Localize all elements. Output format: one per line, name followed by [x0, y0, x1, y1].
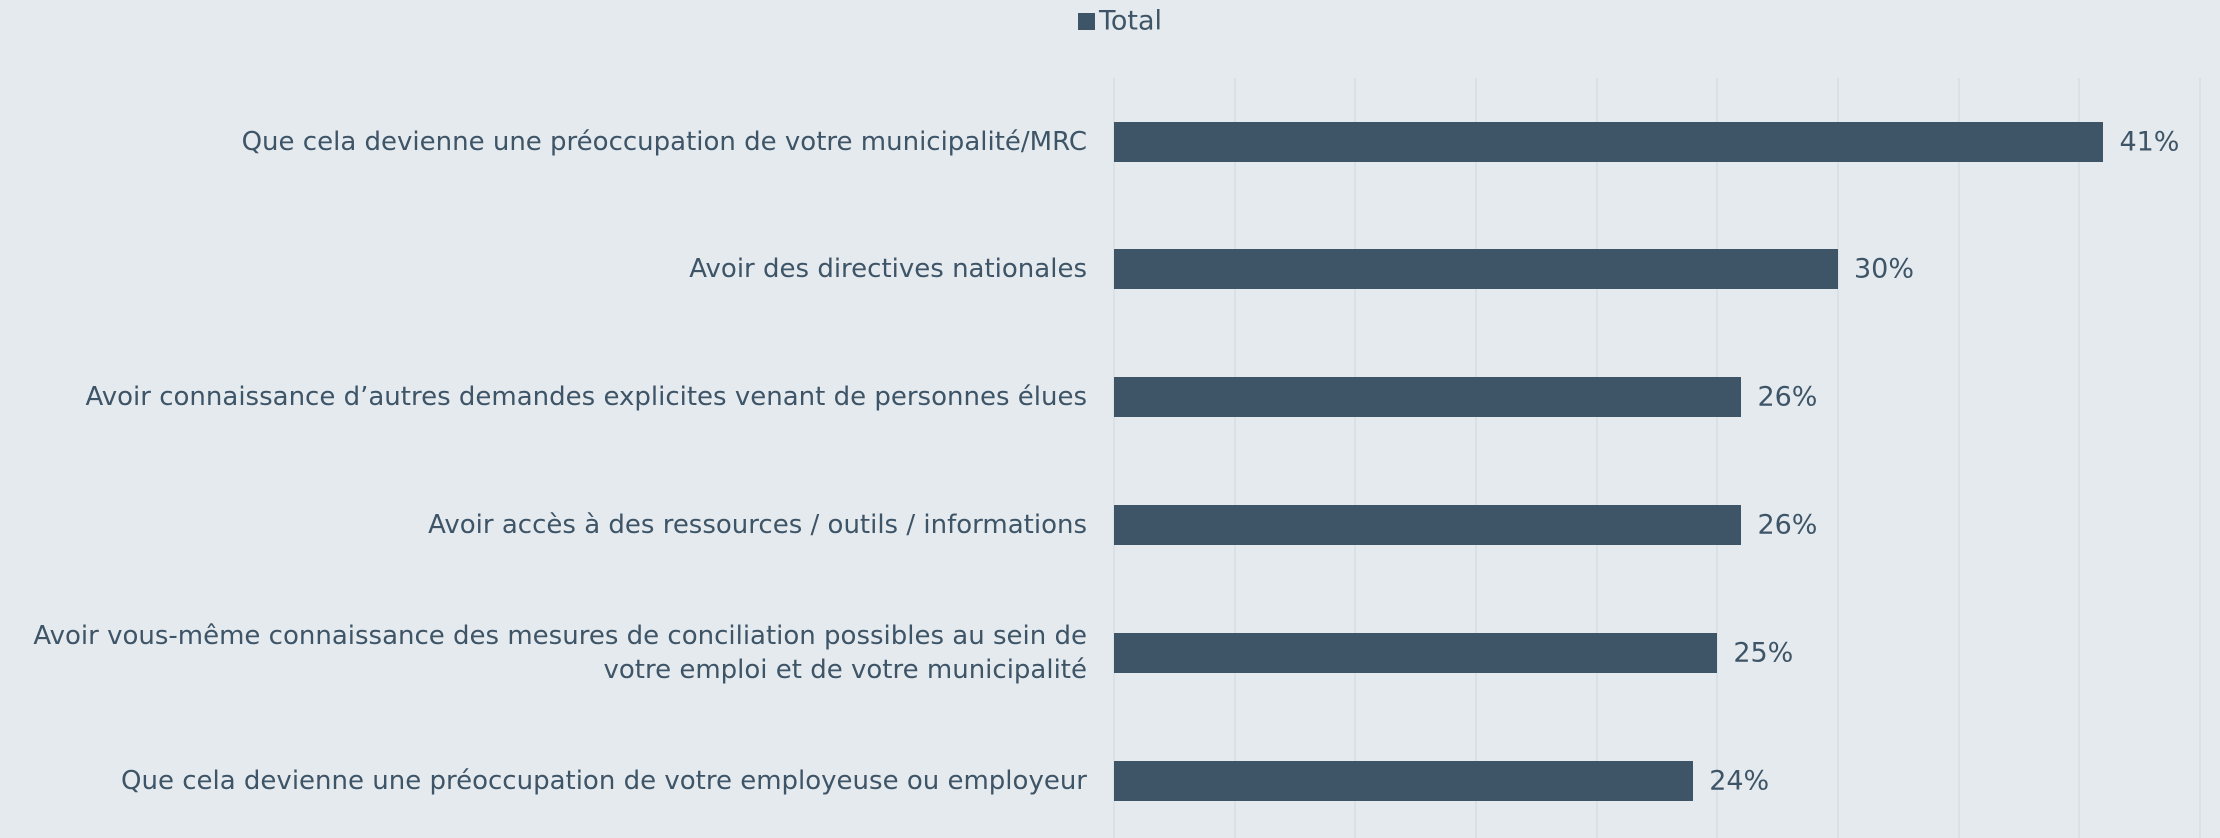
grid-line — [1957, 78, 1960, 838]
bar — [1114, 632, 1718, 673]
category-label: Avoir vous-même connaissance des mesures… — [33, 620, 1087, 685]
bar — [1114, 377, 1742, 418]
category-label: Que cela devienne une préoccupation de v… — [241, 126, 1087, 157]
grid-line — [1837, 78, 1839, 838]
bar — [1114, 760, 1694, 801]
grid-line — [1716, 78, 1719, 838]
grid-line — [1354, 78, 1357, 838]
category-label: Avoir accès à des ressources / outils / … — [428, 510, 1087, 540]
value-label: 26% — [1757, 509, 1818, 541]
value-label: 30% — [1854, 253, 1915, 285]
value-label: 24% — [1709, 765, 1770, 797]
grid-line — [2199, 78, 2201, 838]
grid-line — [1233, 78, 1236, 838]
bar — [1114, 249, 1838, 290]
category-label: Avoir des directives nationales — [689, 254, 1087, 285]
value-label: 26% — [1757, 381, 1818, 413]
grid-line — [1595, 78, 1598, 838]
grid-line — [2078, 78, 2081, 838]
legend-swatch — [1078, 13, 1095, 30]
bar — [1114, 121, 2104, 162]
grid-line — [1113, 78, 1115, 838]
legend-label: Total — [1099, 5, 1163, 37]
grid-line — [1475, 78, 1477, 838]
bar — [1114, 505, 1742, 545]
category-label: Que cela devienne une préoccupation de v… — [121, 765, 1087, 796]
value-label: 25% — [1733, 637, 1794, 669]
value-label: 41% — [2119, 126, 2180, 158]
category-label: Avoir connaissance d’autres demandes exp… — [85, 382, 1088, 413]
